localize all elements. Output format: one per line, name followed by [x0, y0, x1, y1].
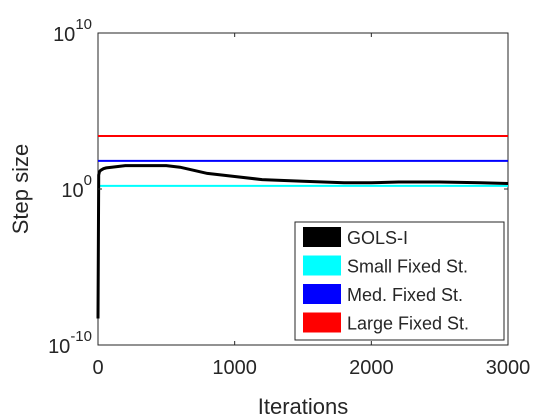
legend-swatch: [303, 284, 341, 304]
y-tick-label: 1010: [53, 16, 92, 46]
legend-label: Small Fixed St.: [347, 257, 468, 277]
y-axis-label: Step size: [8, 144, 33, 235]
y-tick-label: 100: [61, 172, 92, 202]
legend-swatch: [303, 255, 341, 276]
axis-layer: 0 1000 2000 3000 10-10 100 1010: [48, 16, 530, 379]
legend-swatch: [303, 227, 341, 247]
series-line-1: [96, 164, 509, 319]
series-layer: [96, 135, 509, 319]
y-tick-label: 10-10: [48, 328, 92, 358]
legend-swatch: [303, 312, 341, 333]
legend-label: Large Fixed St.: [347, 314, 469, 334]
legend: GOLS-I Small Fixed St. Med. Fixed St. Large…: [294, 221, 505, 341]
x-tick-label: 0: [92, 357, 103, 379]
legend-label: Med. Fixed St.: [347, 285, 463, 305]
legend-label: GOLS-I: [347, 228, 408, 248]
x-axis-label: Iterations: [258, 394, 349, 419]
x-tick-label: 2000: [349, 357, 394, 379]
x-tick-label: 1000: [212, 357, 257, 379]
x-tick-label: 3000: [486, 357, 531, 379]
